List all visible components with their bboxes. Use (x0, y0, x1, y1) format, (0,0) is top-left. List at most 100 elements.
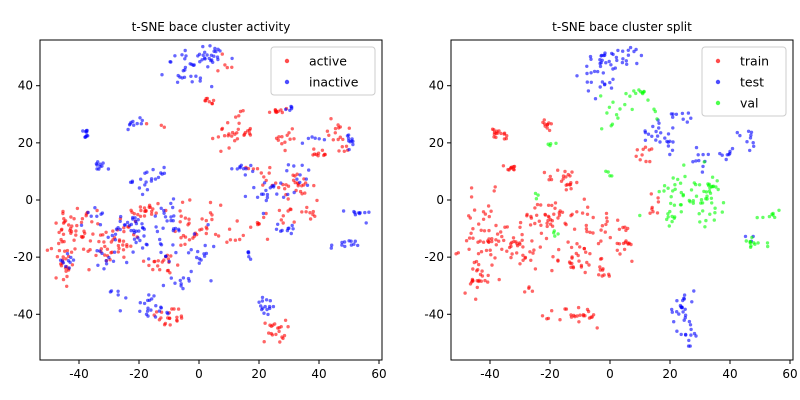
scatter-point-inactive (157, 309, 162, 313)
scatter-point-active (72, 238, 76, 242)
scatter-point-val (667, 224, 671, 228)
scatter-point-inactive (209, 53, 214, 57)
scatter-point-inactive (163, 215, 168, 219)
scatter-point-inactive (259, 304, 263, 308)
y-tick-label: 40 (18, 79, 33, 93)
scatter-point-active (292, 220, 296, 224)
scatter-point-inactive (99, 212, 103, 216)
scatter-point-active (204, 225, 208, 229)
scatter-point-active (230, 130, 235, 135)
scatter-point-test (671, 126, 675, 130)
scatter-point-test (643, 138, 648, 142)
scatter-point-active (200, 227, 204, 231)
scatter-point-train (481, 240, 486, 244)
scatter-point-inactive (263, 304, 267, 309)
scatter-point-inactive (260, 299, 265, 303)
scatter-point-test (596, 69, 600, 74)
scatter-point-train (549, 177, 554, 182)
scatter-point-active (210, 213, 214, 217)
scatter-point-inactive (215, 55, 220, 59)
scatter-point-test (683, 313, 688, 317)
scatter-point-val (750, 235, 754, 240)
scatter-point-val (709, 196, 714, 200)
scatter-point-inactive (79, 223, 84, 227)
scatter-point-test (674, 112, 679, 117)
scatter-point-active (156, 259, 160, 263)
scatter-point-active (125, 244, 129, 249)
legend-label-inactive: inactive (309, 75, 359, 90)
scatter-point-inactive (68, 260, 72, 264)
scatter-point-inactive (155, 229, 160, 234)
scatter-point-active (265, 237, 270, 241)
scatter-point-train (504, 136, 508, 141)
scatter-point-val (748, 245, 753, 249)
scatter-point-active (156, 264, 160, 268)
scatter-point-train (518, 220, 523, 225)
scatter-point-inactive (106, 167, 111, 171)
scatter-point-inactive (111, 259, 116, 263)
scatter-point-active (211, 98, 216, 103)
scatter-point-val (657, 189, 661, 194)
scatter-point-active (57, 230, 61, 235)
scatter-point-test (666, 132, 671, 136)
scatter-point-train (492, 189, 496, 193)
scatter-point-inactive (281, 195, 286, 199)
scatter-point-active (276, 138, 280, 142)
scatter-point-inactive (286, 192, 290, 197)
scatter-point-val (765, 241, 770, 245)
scatter-point-test (679, 332, 683, 337)
scatter-point-test (718, 151, 722, 156)
scatter-point-train (551, 255, 555, 259)
scatter-point-train (469, 195, 474, 199)
scatter-point-inactive (262, 181, 267, 185)
scatter-point-test (671, 112, 675, 116)
scatter-point-active (179, 236, 183, 240)
scatter-point-active (285, 133, 289, 137)
scatter-point-inactive (243, 194, 248, 199)
scatter-point-inactive (286, 226, 290, 231)
scatter-point-active (61, 209, 65, 214)
scatter-point-train (604, 222, 608, 227)
scatter-point-train (545, 122, 550, 127)
scatter-point-inactive (125, 260, 129, 265)
scatter-point-test (686, 344, 691, 348)
scatter-point-train (577, 320, 581, 324)
scatter-point-train (478, 239, 482, 243)
scatter-point-active (264, 211, 268, 216)
scatter-point-train (503, 225, 507, 229)
scatter-point-train (591, 231, 595, 235)
scatter-point-active (337, 126, 341, 130)
scatter-point-inactive (298, 180, 302, 185)
scatter-point-active (70, 263, 75, 267)
scatter-point-inactive (180, 76, 184, 80)
scatter-point-active (268, 165, 272, 170)
scatter-point-active (188, 198, 192, 202)
scatter-point-active (312, 152, 317, 156)
scatter-point-test (680, 111, 685, 116)
scatter-point-active (227, 227, 232, 231)
scatter-point-train (538, 245, 542, 249)
scatter-point-inactive (97, 167, 101, 171)
scatter-point-train (539, 231, 544, 235)
scatter-point-active (247, 131, 252, 136)
scatter-point-val (662, 189, 666, 193)
scatter-point-inactive (138, 301, 142, 305)
scatter-point-active (241, 109, 245, 113)
scatter-point-inactive (139, 122, 143, 126)
scatter-point-active (277, 185, 281, 190)
scatter-point-active (94, 253, 98, 258)
scatter-point-inactive (275, 192, 279, 196)
scatter-point-train (545, 221, 549, 225)
scatter-point-inactive (125, 220, 130, 225)
scatter-point-inactive (152, 294, 156, 298)
scatter-point-val (638, 213, 642, 218)
scatter-point-test (749, 130, 754, 134)
scatter-point-inactive (176, 73, 180, 78)
scatter-point-train (568, 261, 572, 265)
scatter-point-inactive (174, 250, 178, 255)
scatter-point-val (614, 113, 619, 117)
scatter-point-inactive (353, 239, 357, 243)
scatter-point-train (561, 174, 566, 178)
scatter-point-active (72, 217, 76, 221)
scatter-point-active (111, 229, 115, 233)
